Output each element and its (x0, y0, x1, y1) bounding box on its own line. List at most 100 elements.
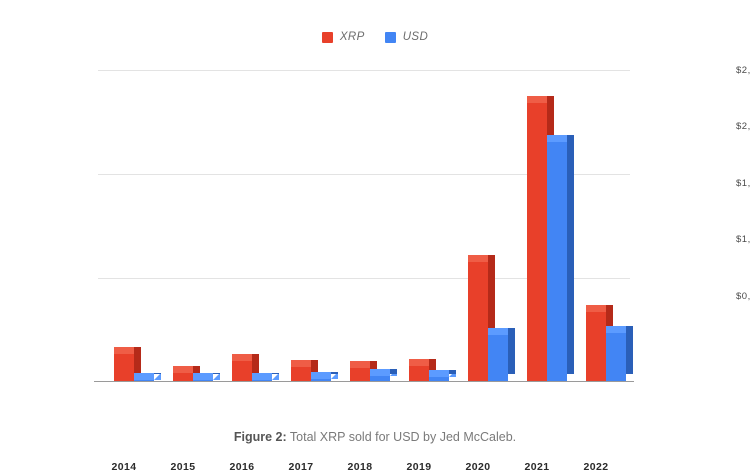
bar-side-face (331, 372, 338, 374)
xtick-2022: 2022 (583, 461, 609, 473)
bar-top-face (527, 96, 554, 103)
xtick-2015: 2015 (170, 461, 196, 473)
bar-front-face (429, 377, 449, 381)
chart-legend: XRP USD (0, 31, 750, 43)
axis-baseline (94, 381, 634, 382)
bar-xrp-2016[interactable] (232, 354, 259, 381)
xtick-2017: 2017 (288, 461, 314, 473)
bar-side-face (193, 366, 200, 374)
bar-usd-2018[interactable] (370, 369, 397, 381)
legend-label-usd: USD (402, 31, 429, 43)
bar-front-face (468, 262, 488, 381)
xtick-2014: 2014 (111, 461, 137, 473)
bar-side-face (508, 328, 515, 374)
bar-top-face (468, 255, 495, 262)
bar-front-face (586, 312, 606, 381)
bar-top-face (193, 373, 220, 380)
bar-top-face (370, 369, 397, 376)
figure-container: XRP USD 3000 MM 2000 MM 1000 MM $2,5 B $… (0, 31, 750, 473)
bar-usd-2016[interactable] (252, 373, 279, 381)
bar-xrp-2017[interactable] (291, 360, 318, 381)
bar-side-face (626, 326, 633, 374)
ytick-right-1-5: $1,5 B (736, 178, 750, 189)
gridline-3000 (98, 70, 630, 71)
bar-top-face (350, 361, 377, 368)
bar-usd-2015[interactable] (193, 373, 220, 381)
bar-side-face (429, 359, 436, 374)
ytick-right-2-0: $2,0 B (736, 121, 750, 132)
bar-side-face (213, 373, 220, 374)
xtick-2018: 2018 (347, 461, 373, 473)
gridline-1000 (98, 278, 630, 279)
caption-prefix: Figure 2: (233, 430, 287, 444)
bar-top-face (606, 326, 633, 333)
bar-side-face (370, 361, 377, 374)
bar-side-face (134, 347, 141, 374)
legend-swatch-xrp (321, 31, 333, 43)
bar-side-face (154, 373, 161, 374)
bar-usd-2017[interactable] (311, 372, 338, 381)
bar-front-face (232, 361, 252, 381)
bar-side-face (488, 255, 495, 374)
xtick-2020: 2020 (465, 461, 491, 473)
bar-front-face (370, 376, 390, 381)
bar-front-face (252, 380, 272, 381)
bar-top-face (173, 366, 200, 373)
bar-front-face (488, 335, 508, 381)
bar-side-face (449, 370, 456, 374)
figure-caption: Figure 2: Total XRP sold for USD by Jed … (0, 430, 750, 444)
xtick-2021: 2021 (524, 461, 550, 473)
bar-xrp-2015[interactable] (173, 366, 200, 381)
ytick-right-2-5: $2,5 B (736, 65, 750, 76)
bar-front-face (527, 103, 547, 381)
bar-top-face (488, 328, 515, 335)
bar-front-face (350, 368, 370, 381)
bar-front-face (291, 367, 311, 381)
bar-top-face (232, 354, 259, 361)
bar-top-face (586, 305, 613, 312)
ytick-right-0-5: $0,5 B (736, 291, 750, 302)
bar-side-face (311, 360, 318, 374)
bar-xrp-2022[interactable] (586, 305, 613, 381)
bar-xrp-2019[interactable] (409, 359, 436, 381)
xtick-2019: 2019 (406, 461, 432, 473)
bar-top-face (114, 347, 141, 354)
legend-item-usd[interactable]: USD (384, 31, 429, 43)
bar-front-face (606, 333, 626, 381)
caption-text: Total XRP sold for USD by Jed McCaleb. (286, 430, 517, 444)
bar-top-face (252, 373, 279, 380)
bar-top-face (134, 373, 161, 380)
bar-xrp-2020[interactable] (468, 255, 495, 381)
bar-front-face (173, 373, 193, 381)
bar-usd-2019[interactable] (429, 370, 456, 381)
xtick-2016: 2016 (229, 461, 255, 473)
bar-top-face (311, 372, 338, 379)
plot-area: 3000 MM 2000 MM 1000 MM $2,5 B $2,0 B $1… (94, 65, 750, 473)
bar-side-face (272, 373, 279, 374)
bar-front-face (547, 142, 567, 381)
bar-side-face (390, 369, 397, 374)
legend-swatch-usd (384, 31, 396, 43)
legend-item-xrp[interactable]: XRP (321, 31, 365, 43)
legend-label-xrp: XRP (339, 31, 365, 43)
gridline-2000 (98, 174, 630, 175)
bar-top-face (429, 370, 456, 377)
bar-xrp-2021[interactable] (527, 96, 554, 381)
bar-xrp-2018[interactable] (350, 361, 377, 381)
bar-top-face (547, 135, 574, 142)
bar-xrp-2014[interactable] (114, 347, 141, 381)
bar-top-face (409, 359, 436, 366)
bar-top-face (291, 360, 318, 367)
ytick-right-1-0: $1,0 B (736, 234, 750, 245)
bar-side-face (567, 135, 574, 374)
bar-usd-2014[interactable] (134, 373, 161, 381)
bar-front-face (134, 380, 154, 381)
bar-usd-2022[interactable] (606, 326, 633, 381)
bar-front-face (193, 380, 213, 381)
bar-usd-2020[interactable] (488, 328, 515, 381)
bar-front-face (409, 366, 429, 381)
bar-front-face (311, 379, 331, 381)
bar-usd-2021[interactable] (547, 135, 574, 381)
bar-front-face (114, 354, 134, 381)
bar-side-face (252, 354, 259, 374)
